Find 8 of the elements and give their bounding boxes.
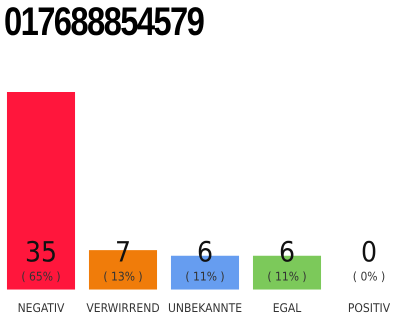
- data-label: 35 ( 65% ): [21, 236, 61, 284]
- x-tick-label: NEGATIV: [18, 300, 66, 315]
- x-tick-label: EGAL: [272, 300, 302, 315]
- x-tick-label: VERWIRREND: [86, 300, 160, 315]
- x-tick-label: UNBEKANNTE: [168, 300, 242, 315]
- x-tick-label: POSITIV: [348, 300, 391, 315]
- data-label: 0 ( 0% ): [352, 236, 386, 284]
- chart-title: 017688854579: [4, 0, 204, 45]
